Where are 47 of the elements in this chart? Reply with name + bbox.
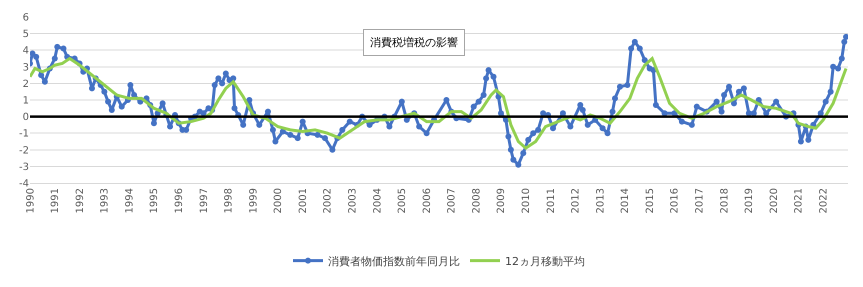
x-tick-label: 1992 <box>74 188 86 214</box>
x-tick-label: 1997 <box>198 188 210 214</box>
x-tick-label: 1993 <box>100 188 111 214</box>
x-tick-label: 2017 <box>694 188 706 214</box>
x-tick-label: 2018 <box>719 188 730 214</box>
y-tick-label: 5 <box>22 29 29 40</box>
legend-label: 12ヵ月移動平均 <box>505 254 585 268</box>
x-tick-label: 2016 <box>670 188 681 214</box>
x-tick-label: 2006 <box>422 188 433 214</box>
legend-label: 消費者物価指数前年同月比 <box>328 254 460 268</box>
x-tick-label: 2022 <box>818 188 830 214</box>
x-tick-label: 2013 <box>595 188 606 214</box>
x-tick-label: 2001 <box>298 188 309 214</box>
x-tick-label: 2003 <box>347 188 358 214</box>
x-tick-label: 1991 <box>50 188 62 214</box>
x-tick-label: 1998 <box>224 188 235 214</box>
y-tick-label: -3 <box>19 162 29 173</box>
x-tick-label: 2012 <box>570 188 582 214</box>
y-tick-label: 0 <box>22 112 29 124</box>
x-tick-label: 2000 <box>273 188 284 214</box>
x-tick-label: 2010 <box>521 188 532 214</box>
y-tick-label: 6 <box>22 12 29 24</box>
y-tick-label: -1 <box>19 128 29 140</box>
x-tick-label: 2019 <box>744 188 756 214</box>
annotation: 消費税増税の影響 <box>370 36 458 49</box>
y-tick-label: 3 <box>22 62 29 74</box>
x-tick-label: 1994 <box>124 188 136 214</box>
x-tick-label: 2021 <box>794 188 805 214</box>
x-tick-label: 2008 <box>471 188 482 214</box>
y-tick-label: 2 <box>22 78 29 90</box>
y-tick-label: 4 <box>22 46 29 57</box>
x-tick-label: 2005 <box>397 188 408 214</box>
x-tick-label: 2015 <box>644 188 656 214</box>
x-tick-label: 1999 <box>248 188 260 214</box>
x-tick-label: 2014 <box>620 188 632 214</box>
x-tick-label: 2020 <box>768 188 780 214</box>
x-tick-label: 2004 <box>372 188 384 214</box>
x-tick-label: 1995 <box>149 188 160 214</box>
x-tick-label: 2009 <box>496 188 508 214</box>
y-tick-label: 1 <box>22 96 29 106</box>
y-tick-label: -4 <box>19 178 29 190</box>
x-tick-label: 1996 <box>174 188 185 214</box>
x-tick-label: 2002 <box>322 188 334 214</box>
x-tick-label: 2011 <box>546 188 557 214</box>
x-tick-label: 1990 <box>25 188 36 214</box>
x-tick-label: 2007 <box>446 188 458 214</box>
y-tick-label: -2 <box>19 145 29 156</box>
